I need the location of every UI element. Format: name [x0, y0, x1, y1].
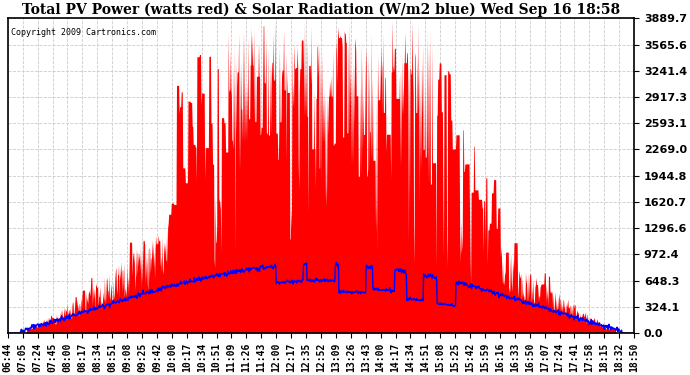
Title: Total PV Power (watts red) & Solar Radiation (W/m2 blue) Wed Sep 16 18:58: Total PV Power (watts red) & Solar Radia… [22, 3, 620, 17]
Text: Copyright 2009 Cartronics.com: Copyright 2009 Cartronics.com [11, 28, 156, 37]
